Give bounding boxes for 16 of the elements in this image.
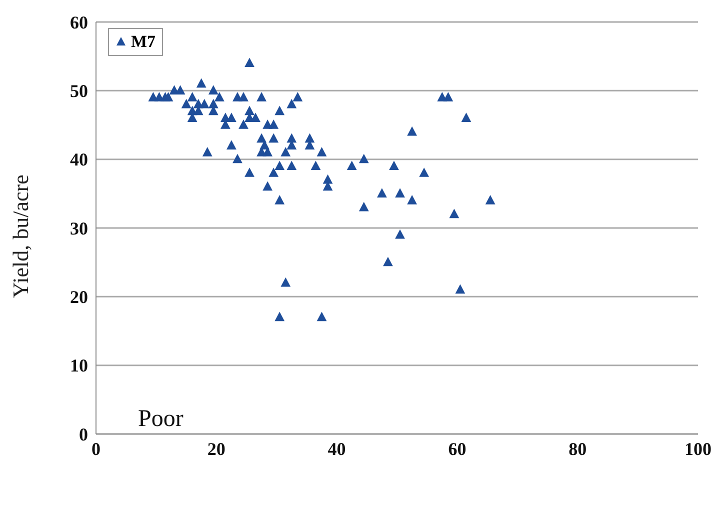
x-tick-label: 80 [568, 438, 587, 459]
y-tick-label: 50 [70, 81, 88, 102]
y-axis-title: Yield, bu/acre [8, 174, 33, 298]
y-tick-label: 20 [70, 287, 88, 308]
x-tick-label: 20 [207, 438, 226, 459]
x-tick-label: 0 [92, 438, 100, 459]
x-tick-label: 40 [328, 438, 346, 459]
x-tick-label: 60 [448, 438, 466, 459]
annotation: Poor [138, 406, 184, 433]
y-tick-label: 30 [70, 218, 88, 238]
y-tick-label: 10 [70, 356, 88, 376]
legend-label: M7 [131, 32, 156, 52]
x-tick-label: 100 [684, 438, 712, 459]
y-tick-label: 40 [70, 150, 88, 170]
y-tick-label: 0 [79, 424, 88, 444]
y-tick-label: 60 [70, 12, 88, 32]
